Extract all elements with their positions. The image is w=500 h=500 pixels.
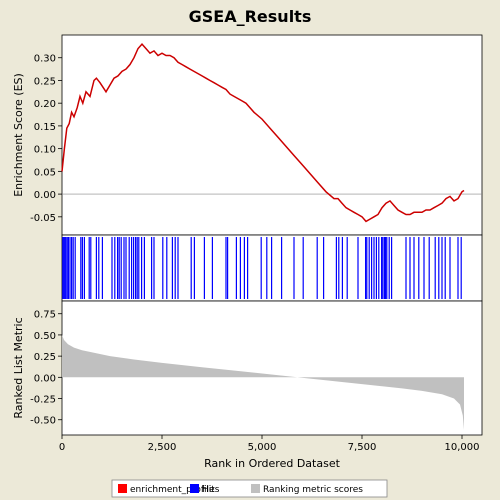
legend-swatch bbox=[251, 484, 260, 493]
metric-y-axis: -0.50 -0.25 0.00 0.25 0.50 0.75 bbox=[30, 310, 62, 427]
hit-markers bbox=[62, 237, 462, 299]
es-y-tick-label: 0.15 bbox=[34, 122, 56, 133]
x-tick-label: 2,500 bbox=[148, 442, 177, 453]
x-axis-label: Rank in Ordered Dataset bbox=[204, 457, 341, 470]
enrichment-score-panel: -0.05 0.00 0.05 0.10 0.15 0.20 0.25 0.30 Enrich… bbox=[12, 34, 483, 236]
x-tick-label: 0 bbox=[59, 442, 65, 453]
hits-panel bbox=[61, 234, 483, 302]
es-y-tick-label: 0.30 bbox=[34, 54, 56, 65]
legend-label: Ranking metric scores bbox=[263, 485, 363, 495]
legend-label: Hits bbox=[202, 485, 220, 495]
metric-y-axis-label: Ranked List Metric bbox=[12, 317, 25, 418]
metric-y-tick-label: -0.25 bbox=[30, 395, 56, 406]
ranked-metric-panel: -0.50 -0.25 0.00 0.25 0.50 0.75 0 2,500 5,000 7,… bbox=[12, 300, 483, 470]
enrichment-profile-line bbox=[61, 42, 465, 223]
metric-y-tick-label: 0.75 bbox=[34, 310, 56, 321]
es-y-tick-label: 0.20 bbox=[34, 99, 56, 110]
es-y-tick-label: -0.05 bbox=[30, 213, 56, 224]
metric-y-tick-label: 0.25 bbox=[34, 352, 56, 363]
es-y-tick-label: 0.05 bbox=[34, 167, 56, 178]
legend-label: enrichment_profile bbox=[130, 485, 215, 495]
es-y-axis-label: Enrichment Score (ES) bbox=[12, 73, 25, 197]
es-y-tick-label: 0.00 bbox=[34, 190, 56, 201]
x-tick-label: 10,000 bbox=[445, 442, 480, 453]
legend-swatch bbox=[190, 484, 199, 493]
metric-y-tick-label: 0.50 bbox=[34, 331, 56, 342]
metric-y-tick-label: -0.50 bbox=[30, 416, 56, 427]
x-tick-label: 7,500 bbox=[348, 442, 377, 453]
es-plot-area bbox=[61, 34, 483, 236]
legend-box bbox=[111, 479, 388, 498]
es-y-axis: -0.05 0.00 0.05 0.10 0.15 0.20 0.25 0.30 bbox=[30, 54, 62, 224]
legend-swatch bbox=[118, 484, 127, 493]
es-y-tick-label: 0.10 bbox=[34, 145, 56, 156]
chart-title: GSEA_Results bbox=[189, 7, 312, 26]
ranking-metric-area bbox=[62, 334, 464, 430]
es-y-tick-label: 0.25 bbox=[34, 76, 56, 87]
x-axis: 0 2,500 5,000 7,500 10,000 bbox=[59, 435, 480, 453]
x-tick-label: 5,000 bbox=[248, 442, 277, 453]
metric-y-tick-label: 0.00 bbox=[34, 373, 56, 384]
